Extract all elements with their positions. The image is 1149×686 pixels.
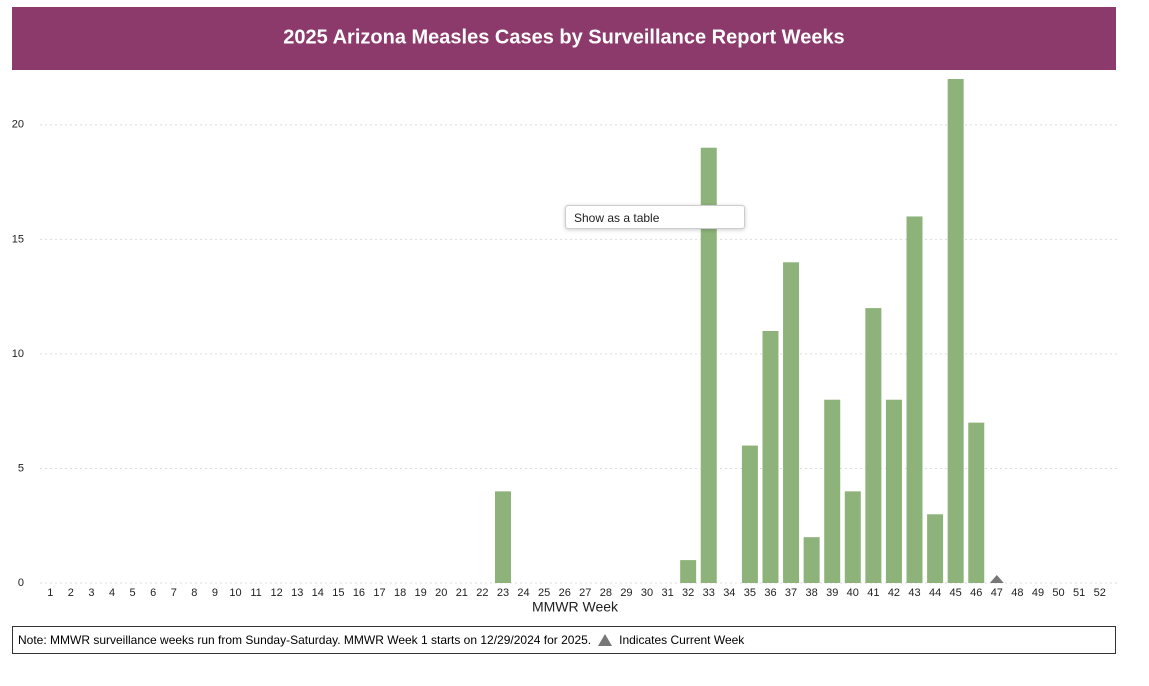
current-week-marker — [989, 575, 1004, 583]
x-tick-label: 46 — [970, 587, 982, 599]
x-tick-label: 50 — [1052, 587, 1064, 599]
x-tick-label: 8 — [191, 587, 197, 599]
bar — [927, 514, 944, 583]
x-tick-label: 18 — [394, 587, 406, 599]
bar — [844, 491, 861, 583]
x-tick-label: 3 — [88, 587, 94, 599]
x-tick-label: 13 — [291, 587, 303, 599]
x-tick-label: 15 — [332, 587, 344, 599]
x-tick-label: 28 — [600, 587, 612, 599]
x-tick-label: 42 — [888, 587, 900, 599]
x-tick-label: 1 — [47, 587, 53, 599]
note-text: Note: MMWR surveillance weeks run from S… — [18, 633, 592, 647]
x-tick-label: 31 — [661, 587, 673, 599]
bar — [494, 491, 511, 583]
x-tick-label: 41 — [867, 587, 879, 599]
x-tick-label: 22 — [476, 587, 488, 599]
x-tick-label: 45 — [950, 587, 962, 599]
bar — [803, 537, 820, 583]
x-tick-label: 24 — [517, 587, 529, 599]
x-tick-label: 4 — [109, 587, 115, 599]
x-tick-label: 9 — [212, 587, 218, 599]
bar — [783, 262, 800, 583]
x-tick-label: 5 — [130, 587, 136, 599]
x-tick-label: 14 — [312, 587, 324, 599]
bar — [865, 308, 882, 583]
x-tick-label: 2 — [68, 587, 74, 599]
bar — [824, 399, 841, 583]
bar — [680, 560, 697, 583]
bar — [947, 79, 964, 583]
x-tick-label: 43 — [908, 587, 920, 599]
x-tick-label: 37 — [785, 587, 797, 599]
x-tick-label: 23 — [497, 587, 509, 599]
x-tick-label: 48 — [1011, 587, 1023, 599]
x-tick-label: 34 — [723, 587, 735, 599]
x-tick-label: 32 — [682, 587, 694, 599]
x-tick-label: 12 — [271, 587, 283, 599]
bar — [885, 399, 902, 583]
current-week-icon — [598, 634, 613, 646]
x-tick-label: 51 — [1073, 587, 1085, 599]
bar — [700, 147, 717, 583]
bar — [968, 422, 985, 583]
x-tick-label: 26 — [559, 587, 571, 599]
x-tick-label: 49 — [1032, 587, 1044, 599]
y-tick-label: 0 — [18, 577, 24, 589]
x-tick-label: 10 — [229, 587, 241, 599]
x-tick-label: 44 — [929, 587, 941, 599]
x-tick-label: 25 — [538, 587, 550, 599]
x-tick-label: 30 — [641, 587, 653, 599]
x-tick-label: 17 — [373, 587, 385, 599]
x-tick-label: 38 — [806, 587, 818, 599]
bar — [762, 331, 779, 583]
note-box: Note: MMWR surveillance weeks run from S… — [12, 626, 1116, 654]
chart: 2025 Arizona Measles Cases by Surveillan… — [12, 7, 1118, 615]
y-tick-label: 15 — [12, 233, 24, 245]
x-tick-label: 11 — [250, 587, 261, 599]
x-tick-label: 20 — [435, 587, 447, 599]
x-tick-label: 6 — [150, 587, 156, 599]
chart-title: 2025 Arizona Measles Cases by Surveillan… — [283, 26, 844, 48]
x-tick-label: 7 — [171, 587, 177, 599]
y-tick-label: 5 — [18, 462, 24, 474]
bar — [906, 216, 923, 584]
title-bar — [12, 7, 1116, 70]
x-tick-label: 27 — [579, 587, 591, 599]
x-tick-label: 47 — [991, 587, 1003, 599]
x-axis-label: MMWR Week — [532, 599, 619, 615]
x-tick-label: 40 — [847, 587, 859, 599]
x-tick-label: 29 — [620, 587, 632, 599]
y-tick-label: 20 — [12, 119, 24, 131]
x-tick-label: 39 — [826, 587, 838, 599]
x-tick-label: 35 — [744, 587, 756, 599]
x-tick-label: 52 — [1094, 587, 1106, 599]
note-legend: Indicates Current Week — [619, 633, 745, 647]
show-table-menu-item[interactable]: Show as a table — [565, 205, 745, 229]
bar — [741, 445, 758, 583]
x-tick-label: 19 — [415, 587, 427, 599]
x-tick-label: 33 — [703, 587, 715, 599]
x-tick-label: 21 — [456, 587, 468, 599]
y-tick-label: 10 — [12, 348, 24, 360]
x-tick-label: 36 — [764, 587, 776, 599]
x-tick-label: 16 — [353, 587, 365, 599]
